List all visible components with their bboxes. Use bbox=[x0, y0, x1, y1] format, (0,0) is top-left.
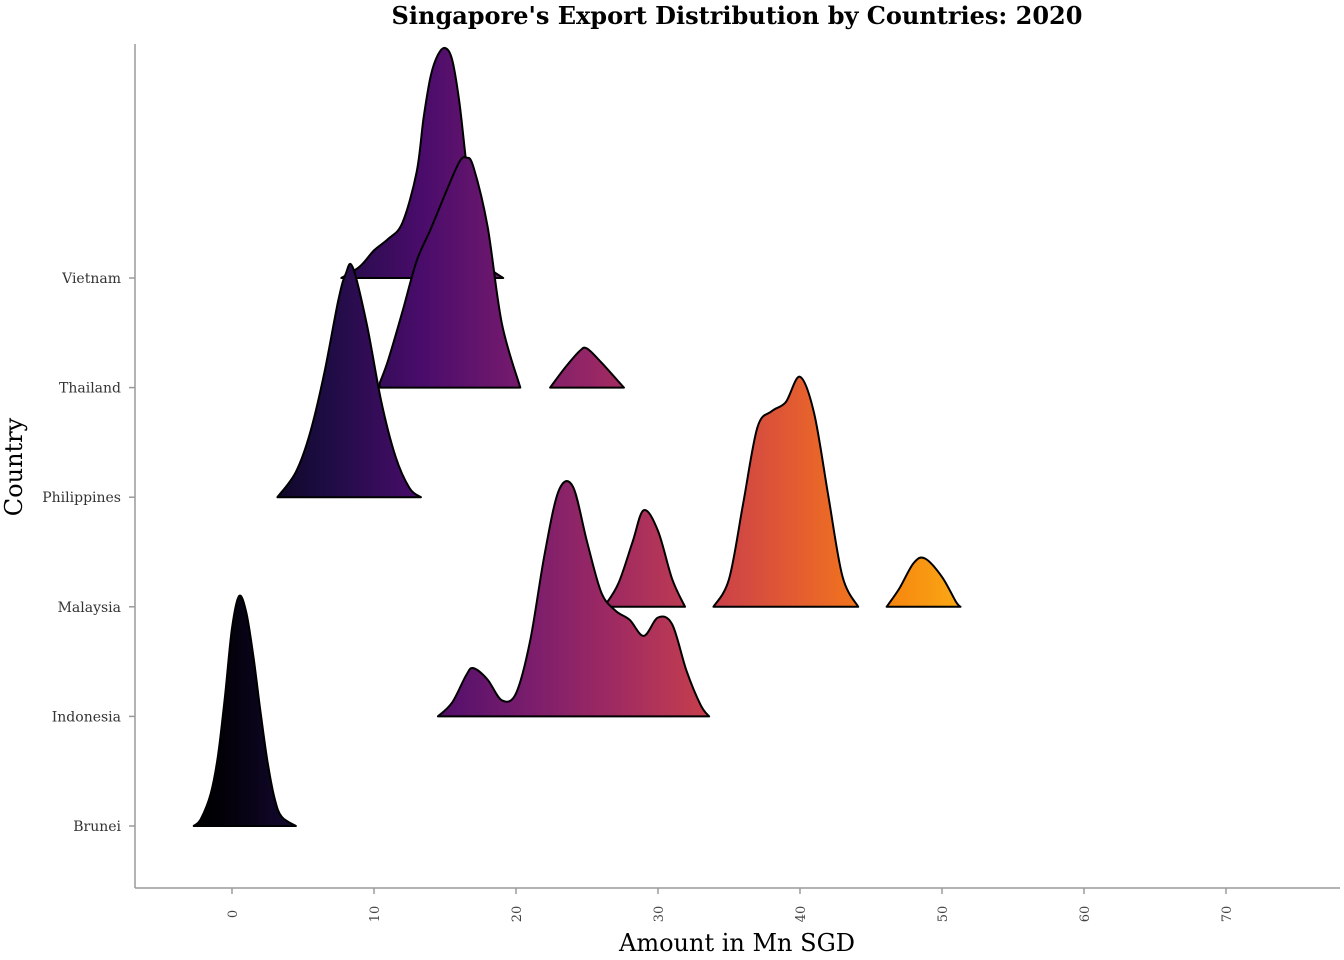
y-tick-label-thailand: Thailand bbox=[59, 381, 121, 397]
x-tick-label-30: 30 bbox=[652, 906, 667, 923]
y-tick-label-philippines: Philippines bbox=[42, 490, 121, 506]
ridge-thailand-part-1 bbox=[378, 156, 522, 389]
x-tick-label-10: 10 bbox=[368, 906, 383, 923]
x-tick-label-70: 70 bbox=[1220, 906, 1235, 923]
x-tick-label-0: 0 bbox=[226, 910, 241, 918]
x-tick-label-50: 50 bbox=[936, 906, 951, 923]
y-axis-ticks: Brunei Indonesia Malaysia Philippines Thaila… bbox=[42, 271, 135, 835]
ridge-malaysia-part-3 bbox=[885, 556, 962, 608]
y-tick-label-malaysia: Malaysia bbox=[58, 600, 121, 616]
y-tick-label-vietnam: Vietnam bbox=[61, 271, 121, 287]
ridges-layer bbox=[192, 46, 962, 827]
x-tick-label-40: 40 bbox=[794, 906, 809, 923]
ridge-malaysia-part-2 bbox=[712, 375, 860, 608]
ridge-philippines bbox=[276, 262, 422, 499]
x-tick-label-60: 60 bbox=[1078, 906, 1093, 923]
x-tick-label-20: 20 bbox=[510, 906, 525, 923]
x-axis-ticks: 0 10 20 30 40 50 60 70 bbox=[226, 888, 1235, 922]
chart-title: Singapore's Export Distribution by Count… bbox=[392, 1, 1083, 30]
y-axis-title: Country bbox=[0, 417, 28, 516]
y-tick-label-indonesia: Indonesia bbox=[52, 709, 121, 725]
ridge-thailand-part-2 bbox=[549, 346, 625, 389]
ridge-indonesia bbox=[436, 480, 711, 718]
ridge-malaysia-part-1 bbox=[603, 509, 686, 608]
ridge-brunei bbox=[192, 594, 297, 827]
y-tick-label-brunei: Brunei bbox=[73, 819, 121, 835]
x-axis-title: Amount in Mn SGD bbox=[618, 929, 855, 957]
